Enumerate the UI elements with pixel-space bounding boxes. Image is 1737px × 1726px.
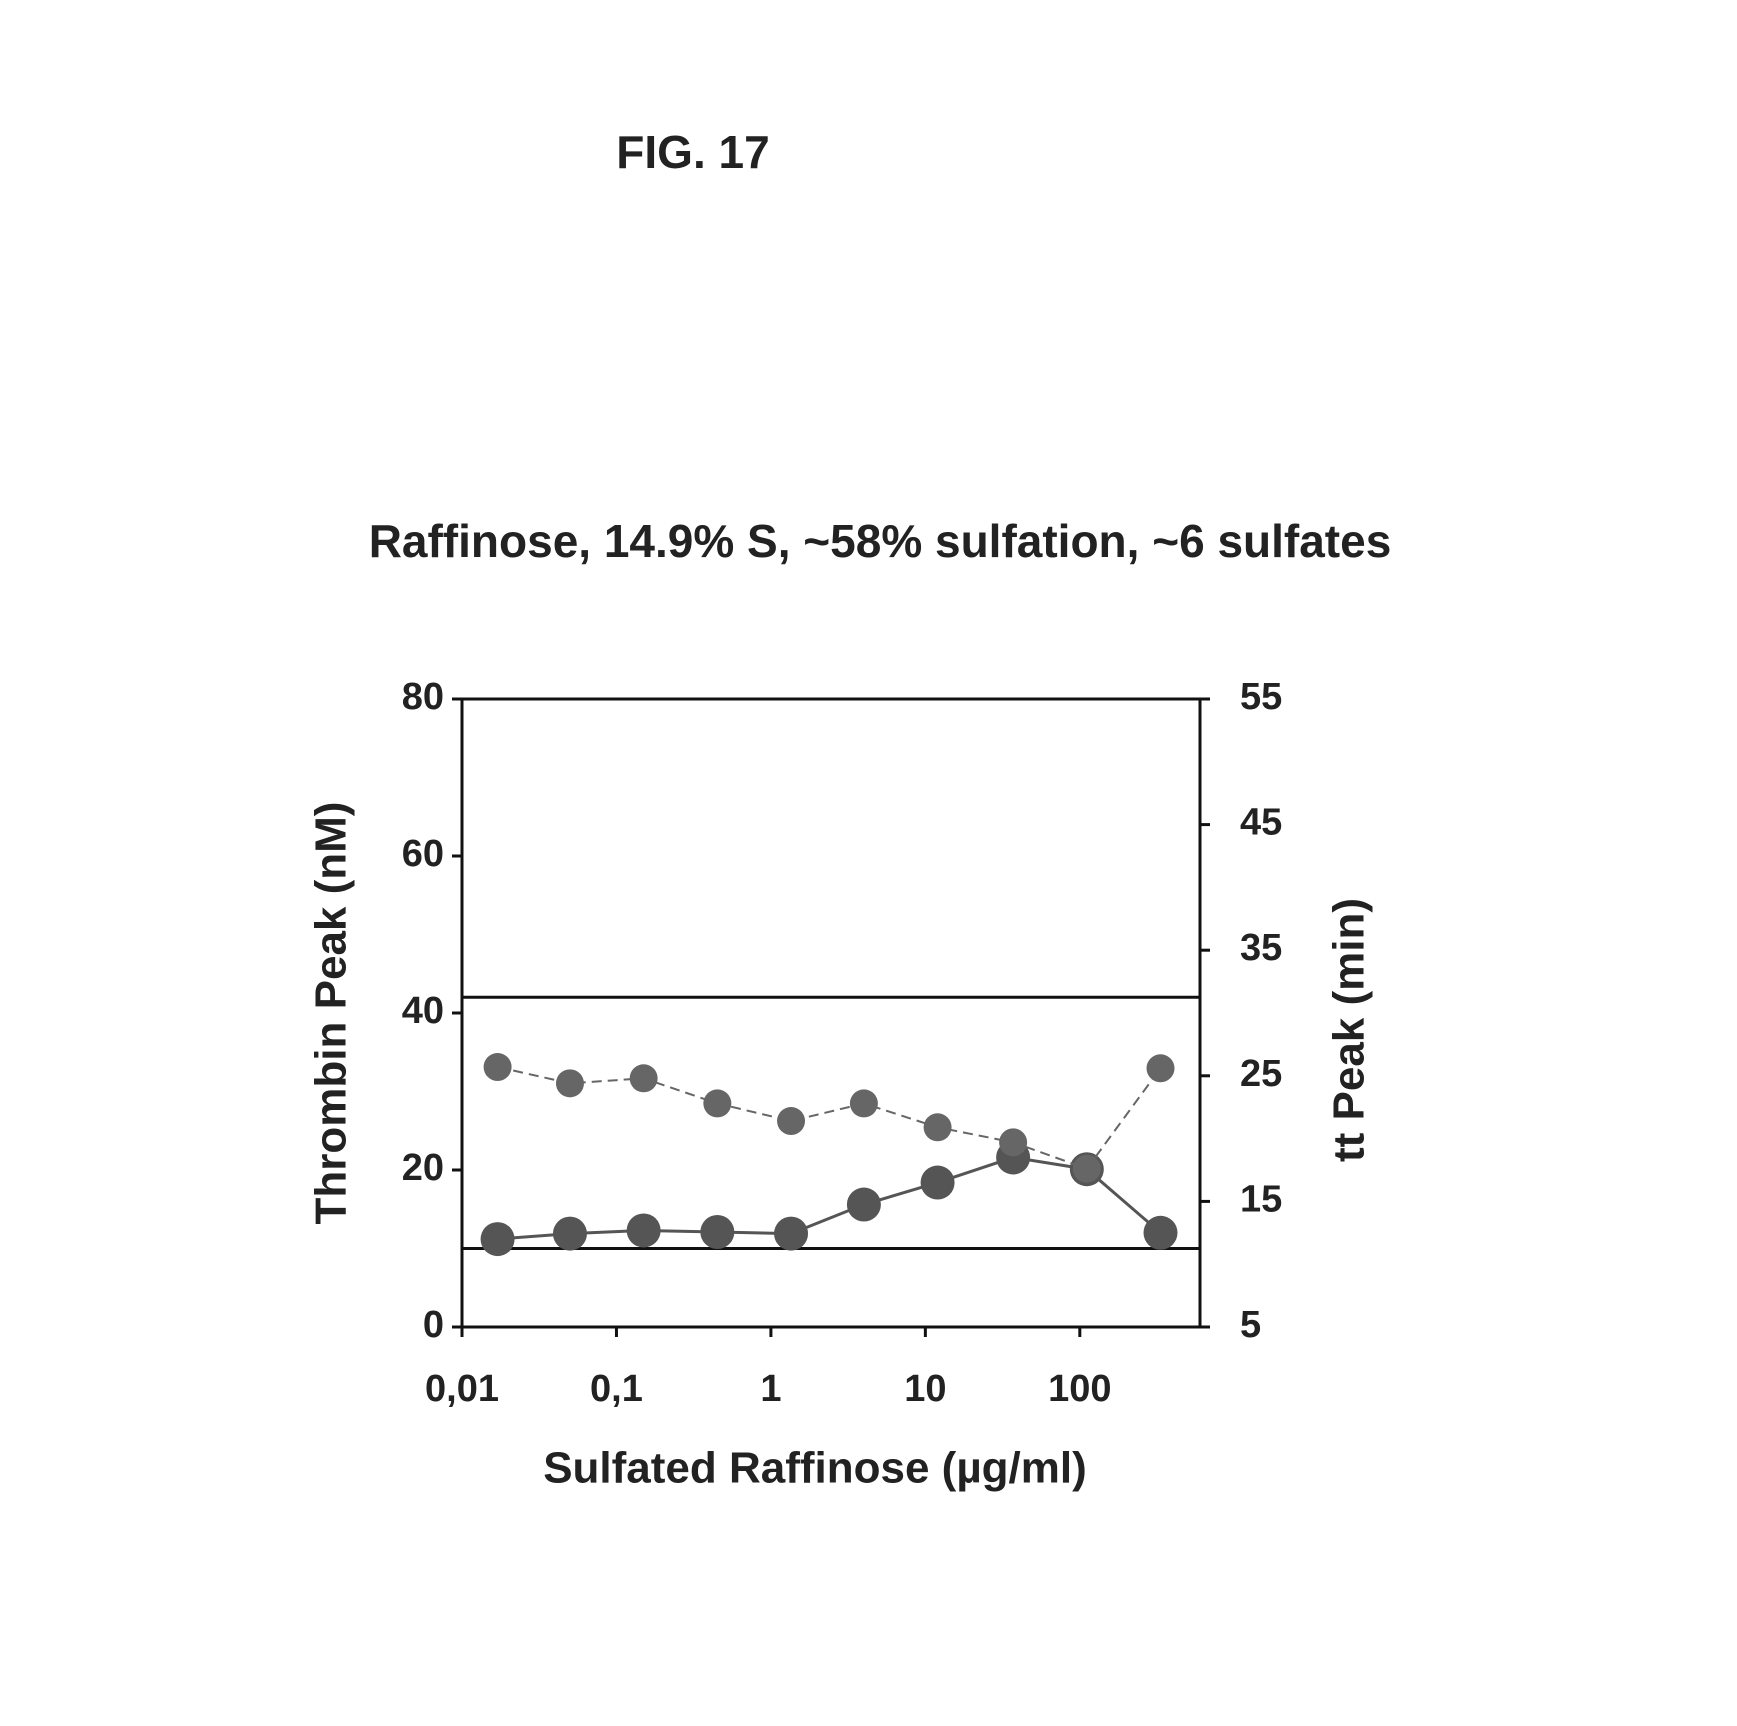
data-point (1147, 1054, 1175, 1082)
data-point (700, 1215, 734, 1249)
data-point (1144, 1216, 1178, 1250)
data-point (999, 1128, 1027, 1156)
data-point (703, 1089, 731, 1117)
data-point (630, 1064, 658, 1092)
data-point (553, 1217, 587, 1251)
y-tick-label: 80 (402, 676, 444, 718)
data-point (627, 1213, 661, 1247)
data-point (924, 1113, 952, 1141)
x-tick-label: 100 (1048, 1368, 1111, 1410)
y2-tick-label: 5 (1240, 1304, 1261, 1346)
y-tick-label: 40 (402, 990, 444, 1032)
data-point (1073, 1155, 1101, 1183)
data-point (556, 1069, 584, 1097)
y2-tick-label: 15 (1240, 1178, 1282, 1220)
y2-tick-label: 25 (1240, 1053, 1282, 1095)
data-point (850, 1089, 878, 1117)
y2-axis-title: tt Peak (min) (1325, 898, 1374, 1162)
chart-title: Raffinose, 14.9% S, ~58% sulfation, ~6 s… (369, 515, 1392, 567)
chart: FIG. 17 Raffinose, 14.9% S, ~58% sulfati… (0, 0, 1737, 1726)
x-tick-label: 1 (760, 1368, 781, 1410)
data-point (481, 1222, 515, 1256)
data-point (921, 1166, 955, 1200)
y2-tick-label: 35 (1240, 927, 1282, 969)
data-point (774, 1217, 808, 1251)
page: FIG. 17 Raffinose, 14.9% S, ~58% sulfati… (0, 0, 1737, 1726)
y-tick-label: 20 (402, 1147, 444, 1189)
x-tick-label: 0,1 (590, 1368, 643, 1410)
y-tick-label: 0 (423, 1304, 444, 1346)
x-axis-title: Sulfated Raffinose (µg/ml) (543, 1444, 1087, 1493)
y-axis-title: Thrombin Peak (nM) (307, 802, 356, 1225)
y2-tick-label: 55 (1240, 676, 1282, 718)
x-tick-label: 10 (904, 1368, 946, 1410)
series-line (498, 1157, 1161, 1239)
x-tick-label: 0,01 (425, 1368, 499, 1410)
data-point (484, 1053, 512, 1081)
data-point (847, 1188, 881, 1222)
series-line (498, 1067, 1161, 1169)
data-point (777, 1107, 805, 1135)
y2-tick-label: 45 (1240, 802, 1282, 844)
y-tick-label: 60 (402, 833, 444, 875)
figure-label: FIG. 17 (616, 126, 769, 178)
